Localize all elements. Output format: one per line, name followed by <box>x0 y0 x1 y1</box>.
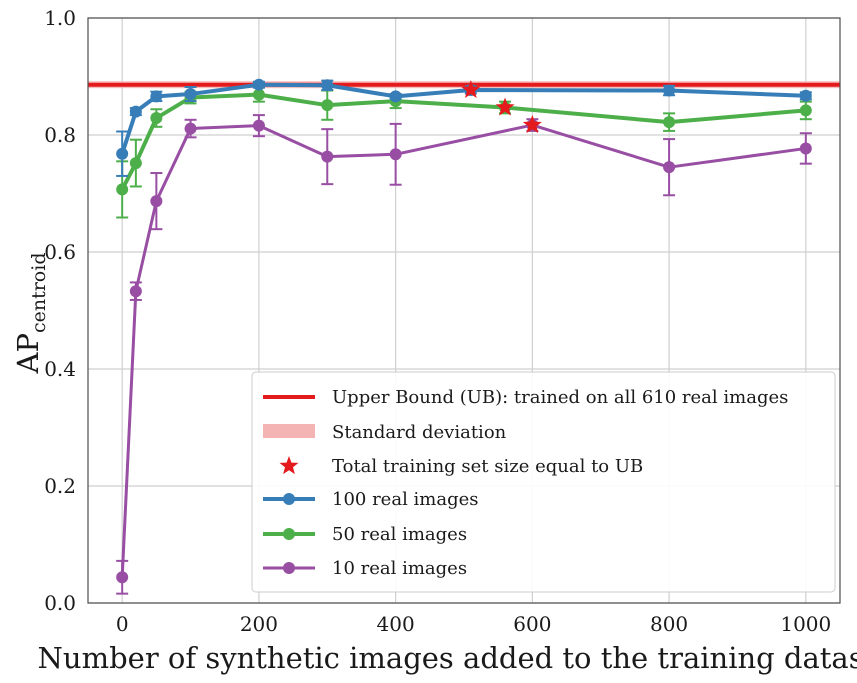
x-tick-label: 0 <box>116 612 129 636</box>
legend-label-star: Total training set size equal to UB <box>332 456 643 477</box>
y-tick-label: 1.0 <box>44 6 76 30</box>
data-point <box>116 183 129 196</box>
legend-swatch-series-3-marker <box>283 562 295 574</box>
legend-label-series-3: 10 real images <box>332 558 467 579</box>
y-axis-title: APcentroid <box>11 253 50 375</box>
legend-swatch-standard-deviation <box>263 424 315 438</box>
plot-frame <box>87 17 841 604</box>
y-axis-title-main: AP <box>11 333 45 374</box>
data-point <box>184 88 197 101</box>
x-tick-label: 400 <box>377 612 415 636</box>
y-tick-label: 0.8 <box>44 123 76 147</box>
data-point <box>116 147 129 160</box>
data-point <box>799 104 812 117</box>
legend-label-standard-deviation: Standard deviation <box>332 422 507 443</box>
grid <box>88 17 840 604</box>
series-line <box>120 123 807 578</box>
x-axis-title: Number of synthetic images added to the … <box>38 641 857 675</box>
data-point <box>799 89 812 102</box>
data-point <box>321 79 334 92</box>
x-tick-label: 1000 <box>780 612 831 636</box>
data-point <box>116 571 129 584</box>
legend-frame <box>251 371 836 593</box>
data-point <box>129 285 142 298</box>
data-point <box>150 112 163 125</box>
y-tick-label: 0.4 <box>44 357 76 381</box>
y-tick-label: 0.2 <box>44 474 76 498</box>
upper-bound-group <box>88 81 840 89</box>
x-tick-label: 600 <box>513 612 551 636</box>
data-point <box>129 105 142 118</box>
legend-swatch-star <box>279 456 299 475</box>
data-point <box>150 195 163 208</box>
tick-labels: 0 200 400 600 800 1000 0.0 0.2 0.4 0.6 0.8 1.0 <box>44 6 831 636</box>
data-point <box>129 157 142 170</box>
legend-label-series-2: 50 real images <box>332 524 467 545</box>
data-point <box>252 78 265 91</box>
star-marker <box>522 115 542 134</box>
data-point <box>321 150 334 163</box>
x-tick-label: 200 <box>240 612 278 636</box>
data-point <box>663 161 676 174</box>
data-point <box>389 148 402 161</box>
series-3 <box>116 114 812 595</box>
data-point <box>150 90 163 103</box>
data-point <box>252 88 265 101</box>
star-marker <box>461 79 481 99</box>
data-point <box>321 99 334 112</box>
y-tick-label: 0.6 <box>44 240 76 264</box>
legend-label-series-1: 100 real images <box>332 489 479 510</box>
y-axis-title-subscript: centroid <box>28 253 50 334</box>
legend-label-upper-bound: Upper Bound (UB): trained on all 610 rea… <box>332 387 788 408</box>
data-point <box>389 90 402 103</box>
y-tick-label: 0.0 <box>44 591 76 615</box>
data-point <box>252 119 265 132</box>
legend: Upper Bound (UB): trained on all 610 rea… <box>251 371 836 593</box>
data-point <box>663 116 676 129</box>
data-point <box>663 84 676 97</box>
star-markers <box>461 79 542 134</box>
series-line <box>120 92 806 191</box>
legend-swatch-series-2-marker <box>283 528 295 540</box>
x-tick-label: 800 <box>650 612 688 636</box>
data-point <box>184 122 197 135</box>
legend-swatch-series-1-marker <box>283 493 295 505</box>
star-marker <box>495 97 515 116</box>
series-line <box>120 82 806 155</box>
data-point <box>799 142 812 155</box>
